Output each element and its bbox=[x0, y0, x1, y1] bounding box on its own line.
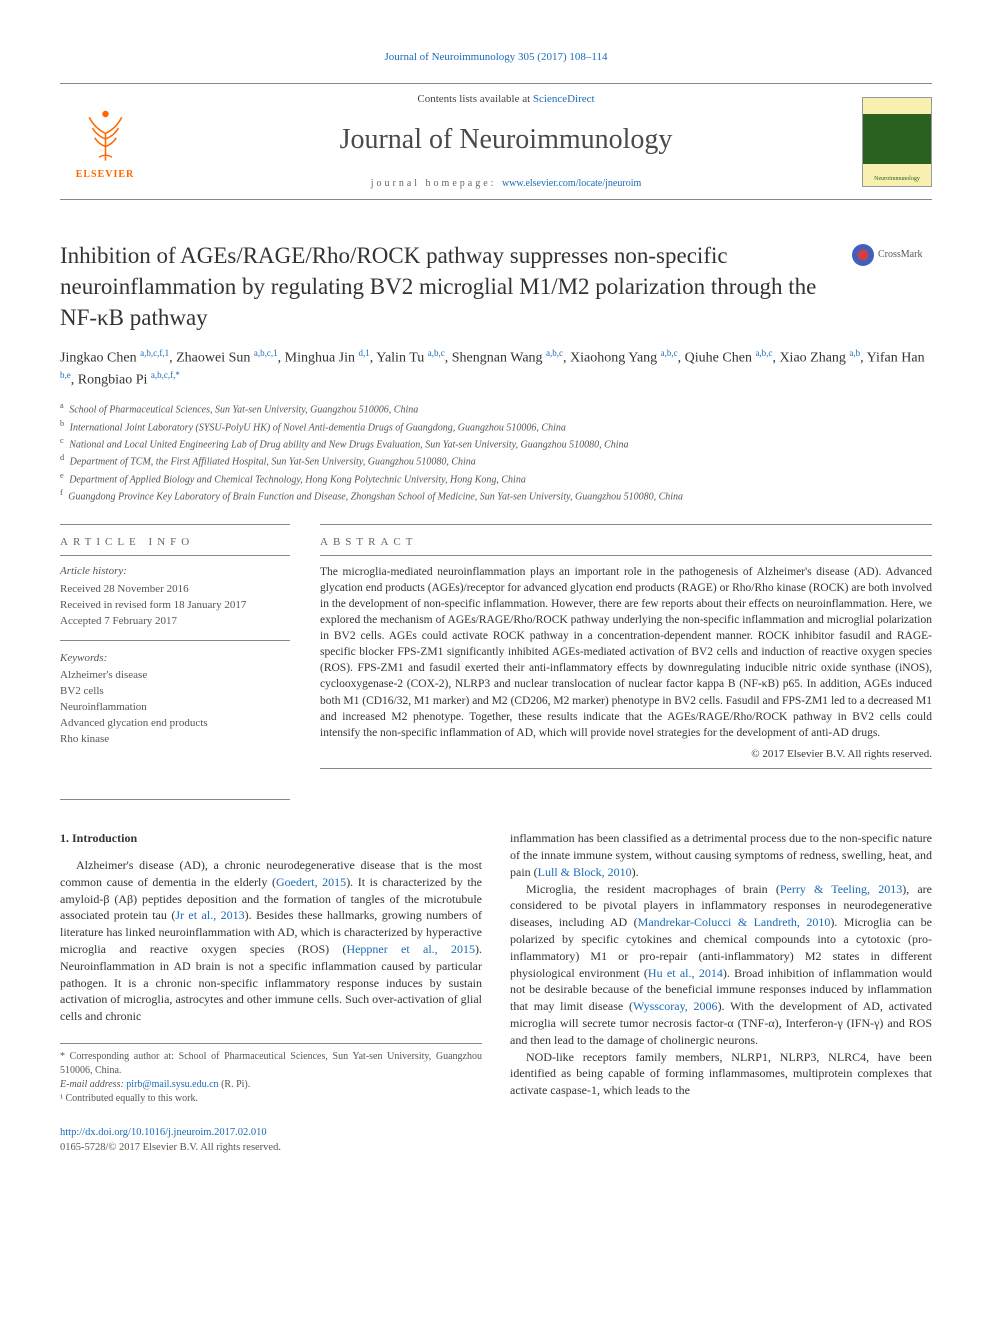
section-1-heading: 1. Introduction bbox=[60, 830, 482, 847]
keyword-line: Neuroinflammation bbox=[60, 700, 290, 716]
contents-line: Contents lists available at ScienceDirec… bbox=[160, 92, 852, 107]
page-footer: http://dx.doi.org/10.1016/j.jneuroim.201… bbox=[60, 1126, 932, 1155]
elsevier-label: ELSEVIER bbox=[76, 168, 135, 182]
crossmark-label: CrossMark bbox=[878, 248, 922, 262]
issn-line: 0165-5728/© 2017 Elsevier B.V. All right… bbox=[60, 1142, 281, 1153]
affiliation-line: b International Joint Laboratory (SYSU-P… bbox=[60, 418, 932, 435]
email-line: E-mail address: pirb@mail.sysu.edu.cn (R… bbox=[60, 1078, 482, 1092]
journal-header-bar: ELSEVIER Contents lists available at Sci… bbox=[60, 83, 932, 200]
body-paragraph: Alzheimer's disease (AD), a chronic neur… bbox=[60, 857, 482, 1025]
homepage-prefix: journal homepage: bbox=[371, 178, 502, 189]
contents-prefix: Contents lists available at bbox=[417, 93, 532, 105]
crossmark-badge[interactable]: CrossMark bbox=[852, 244, 932, 266]
email-suffix: (R. Pi). bbox=[219, 1079, 251, 1090]
history-line: Received in revised form 18 January 2017 bbox=[60, 598, 290, 614]
history-lines: Received 28 November 2016Received in rev… bbox=[60, 582, 290, 630]
doi-link[interactable]: http://dx.doi.org/10.1016/j.jneuroim.201… bbox=[60, 1127, 267, 1138]
article-info-column: ARTICLE INFO Article history: Received 2… bbox=[60, 524, 290, 769]
citation-header: Journal of Neuroimmunology 305 (2017) 10… bbox=[60, 50, 932, 65]
keyword-line: Alzheimer's disease bbox=[60, 668, 290, 684]
body-left-column: 1. Introduction Alzheimer's disease (AD)… bbox=[60, 830, 482, 1106]
body-right-column: inflammation has been classified as a de… bbox=[510, 830, 932, 1106]
journal-name: Journal of Neuroimmunology bbox=[160, 120, 852, 159]
history-line: Received 28 November 2016 bbox=[60, 582, 290, 598]
affiliation-line: d Department of TCM, the First Affiliate… bbox=[60, 452, 932, 469]
article-info-heading: ARTICLE INFO bbox=[60, 535, 290, 550]
corresponding-author-note: * Corresponding author at: School of Pha… bbox=[60, 1050, 482, 1078]
article-title: Inhibition of AGEs/RAGE/Rho/ROCK pathway… bbox=[60, 240, 840, 333]
affiliation-line: e Department of Applied Biology and Chem… bbox=[60, 470, 932, 487]
abstract-column: ABSTRACT The microglia-mediated neuroinf… bbox=[320, 524, 932, 769]
homepage-link[interactable]: www.elsevier.com/locate/jneuroim bbox=[502, 178, 641, 189]
body-paragraph: Microglia, the resident macrophages of b… bbox=[510, 881, 932, 1049]
equal-contrib-note: ¹ Contributed equally to this work. bbox=[60, 1092, 482, 1106]
keyword-line: BV2 cells bbox=[60, 684, 290, 700]
affiliation-line: a School of Pharmaceutical Sciences, Sun… bbox=[60, 400, 932, 417]
authors-list: Jingkao Chen a,b,c,f,1, Zhaowei Sun a,b,… bbox=[60, 347, 932, 390]
cover-label: Neuroimmunology bbox=[865, 175, 929, 183]
crossmark-icon bbox=[852, 244, 874, 266]
abstract-text: The microglia-mediated neuroinflammation… bbox=[320, 564, 932, 741]
abstract-heading: ABSTRACT bbox=[320, 535, 932, 550]
history-line: Accepted 7 February 2017 bbox=[60, 614, 290, 630]
body-paragraph: inflammation has been classified as a de… bbox=[510, 830, 932, 880]
footnotes: * Corresponding author at: School of Pha… bbox=[60, 1043, 482, 1106]
body-paragraph: NOD-like receptors family members, NLRP1… bbox=[510, 1049, 932, 1099]
journal-cover-thumbnail: Neuroimmunology bbox=[862, 97, 932, 187]
keyword-line: Advanced glycation end products bbox=[60, 716, 290, 732]
affiliations-list: a School of Pharmaceutical Sciences, Sun… bbox=[60, 400, 932, 504]
homepage-line: journal homepage: www.elsevier.com/locat… bbox=[160, 177, 852, 191]
elsevier-tree-icon bbox=[73, 101, 138, 166]
keywords-label: Keywords: bbox=[60, 651, 290, 667]
history-label: Article history: bbox=[60, 564, 290, 580]
email-link[interactable]: pirb@mail.sysu.edu.cn bbox=[126, 1079, 218, 1090]
body-columns: 1. Introduction Alzheimer's disease (AD)… bbox=[60, 830, 932, 1106]
email-label: E-mail address: bbox=[60, 1079, 126, 1090]
abstract-copyright: © 2017 Elsevier B.V. All rights reserved… bbox=[320, 747, 932, 762]
elsevier-logo: ELSEVIER bbox=[60, 97, 150, 187]
keywords-lines: Alzheimer's diseaseBV2 cellsNeuroinflamm… bbox=[60, 668, 290, 748]
sciencedirect-link[interactable]: ScienceDirect bbox=[533, 93, 595, 105]
keyword-line: Rho kinase bbox=[60, 732, 290, 748]
affiliation-line: f Guangdong Province Key Laboratory of B… bbox=[60, 487, 932, 504]
affiliation-line: c National and Local United Engineering … bbox=[60, 435, 932, 452]
